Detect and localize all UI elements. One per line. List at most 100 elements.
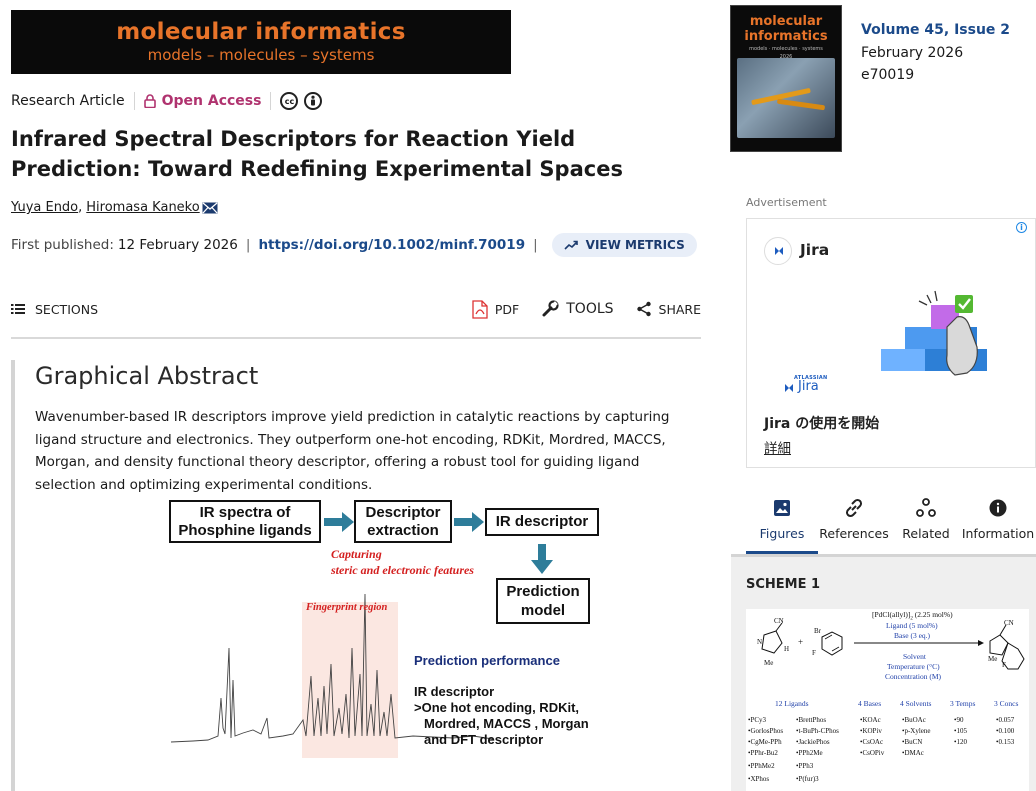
tab-references[interactable]: References: [818, 496, 890, 554]
pdf-label: PDF: [494, 301, 520, 317]
meta-divider: [270, 92, 272, 110]
graphical-abstract-heading: Graphical Abstract: [35, 362, 259, 390]
scheme-col-item: •0.153: [996, 738, 1015, 746]
fingerprint-region-label: Fingerprint region: [306, 602, 388, 613]
scheme-catalyst-sub: 2: [910, 616, 913, 622]
link-icon: [842, 496, 866, 520]
ad-illustration: [881, 290, 987, 376]
scheme-catalyst: [PdCl(allyl)]2 (2.25 mol%): [872, 610, 953, 622]
license-icons[interactable]: cc: [280, 92, 323, 110]
tab-related-label: Related: [902, 526, 950, 541]
cover-molecule: [776, 98, 826, 111]
scheme-br-label: Br: [814, 627, 821, 635]
ir-descriptor-box-label: IR descriptor: [495, 513, 589, 530]
ir-spectra-box-line2: Phosphine ligands: [178, 522, 312, 539]
scheme-col-item: •BuOAc: [902, 716, 926, 724]
perf-line: Mordred, MACCS , Morgan: [424, 716, 589, 731]
article-toolbar: SECTIONS PDF TOOLS SHARE: [11, 296, 701, 322]
scheme-col-item: •BuCN: [902, 738, 923, 746]
banner-subtitle: models – molecules – systems: [147, 46, 375, 64]
aryl-bromide-reactant: [821, 631, 843, 656]
scheme-col-item: •PPh2Me: [796, 749, 823, 757]
capturing-caption: Capturing steric and electronic features: [331, 546, 474, 578]
cc-icon: cc: [280, 92, 299, 110]
lock-open-icon: [143, 94, 156, 108]
atlassian-jira-wordmark: Jira: [798, 379, 819, 394]
image-icon: [770, 496, 794, 520]
scheme-col-head: 3 Concs: [994, 699, 1019, 708]
scheme-title: SCHEME 1: [746, 577, 821, 592]
scheme-col-item: •90: [954, 716, 964, 724]
view-metrics-label: VIEW METRICS: [585, 238, 685, 252]
graphical-abstract-figure[interactable]: IR spectra of Phosphine ligands Descript…: [153, 498, 603, 791]
tab-related[interactable]: Related: [890, 496, 962, 554]
author-link[interactable]: Hiromasa Kaneko: [86, 200, 200, 215]
descriptor-extraction-box: Descriptor extraction: [354, 500, 452, 543]
scheme-col-head: 4 Bases: [858, 699, 882, 708]
author-list: Yuya Endo , Hiromasa Kaneko: [11, 200, 218, 215]
scheme-col-item: •p-Xylene: [902, 727, 931, 735]
scheme-plus: +: [798, 637, 804, 647]
reaction-arrow: [854, 640, 984, 646]
issue-volume-link[interactable]: Volume 45, Issue 2: [861, 22, 1011, 38]
scheme-ligand: Ligand (5 mol%): [886, 621, 938, 630]
wrench-icon: [542, 300, 559, 317]
graphical-abstract-section: Graphical Abstract Wavenumber-based IR d…: [11, 360, 701, 791]
graphical-abstract-text: Wavenumber-based IR descriptors improve …: [35, 409, 670, 493]
tools-button[interactable]: TOOLS: [541, 300, 614, 318]
scheme-col-item: •KOPiv: [860, 727, 882, 735]
cover-title: molecular informatics: [731, 14, 841, 44]
scheme-col-item: •CgMe-PPh: [748, 738, 782, 746]
ad-info-icon[interactable]: i: [1016, 222, 1027, 233]
cover-subtitle: models · molecules · systems: [749, 46, 823, 52]
ir-spectrum-plot: [170, 593, 494, 758]
view-metrics-button[interactable]: VIEW METRICS: [551, 233, 697, 257]
ad-details-link[interactable]: 詳細: [764, 441, 791, 457]
scheme-h-label: H: [784, 645, 790, 653]
atlassian-wordmark: ATLASSIAN: [794, 375, 828, 381]
article-type: Research Article: [11, 93, 125, 109]
sidebar-tabs: Figures References Related Information: [746, 496, 1036, 554]
tab-information-label: Information: [961, 526, 1035, 541]
scheme-col-item: •0.100: [996, 727, 1015, 735]
scheme-me-label: Me: [764, 659, 774, 667]
trending-up-icon: [564, 240, 578, 250]
advertisement-banner[interactable]: i Jira ATLASSIAN Jira Jira の使用を開始 詳細: [746, 218, 1036, 468]
doi-link[interactable]: https://doi.org/10.1002/minf.70019: [258, 237, 526, 253]
sections-label: SECTIONS: [35, 301, 99, 317]
flow-arrow-down: [531, 544, 553, 574]
journal-cover-image[interactable]: molecular informatics models · molecules…: [730, 5, 842, 152]
scheme-col-item: •PPhMe2: [748, 762, 775, 770]
pdf-icon: [472, 299, 488, 319]
tools-label: TOOLS: [566, 301, 614, 317]
scheme-col-item: •P(fur)3: [796, 775, 819, 783]
ir-spectrum-trace: [170, 593, 494, 743]
tab-figures[interactable]: Figures: [746, 496, 818, 554]
issue-info: Volume 45, Issue 2 February 2026 e70019: [861, 19, 1010, 87]
scheme-col-item: •CsOPiv: [860, 749, 885, 757]
scheme-col-item: •t-BuPh-CPhos: [796, 727, 839, 735]
descriptor-box-line2: extraction: [367, 522, 439, 539]
mail-icon[interactable]: [202, 202, 218, 214]
scheme-figure[interactable]: CN N H Me + Br F [PdCl(allyl)]2 (2.25 mo…: [746, 609, 1029, 791]
attribution-icon: [304, 92, 323, 110]
scheme-col-head: 4 Solvents: [900, 699, 932, 708]
flow-arrow-right: [324, 512, 354, 532]
tab-references-label: References: [819, 526, 889, 541]
sections-button[interactable]: SECTIONS: [11, 302, 98, 317]
share-icon: [636, 301, 651, 317]
related-nodes-icon: [914, 496, 938, 520]
toolbar-divider: [11, 337, 701, 339]
author-link[interactable]: Yuya Endo: [11, 200, 79, 215]
ad-cta-text[interactable]: Jira の使用を開始: [764, 416, 880, 432]
scheme-col-item: •PPhr-Bu2: [748, 749, 778, 757]
cover-title-line1: molecular: [749, 14, 823, 29]
perf-line: and DFT descriptor: [424, 732, 544, 747]
article-meta-row: Research Article Open Access cc: [11, 92, 323, 110]
journal-banner[interactable]: molecular informatics models – molecules…: [11, 10, 511, 74]
scheme-concentration: Concentration (M): [885, 672, 942, 681]
pdf-button[interactable]: PDF: [472, 299, 520, 319]
share-button[interactable]: SHARE: [636, 301, 701, 317]
scheme-col-head: 3 Temps: [950, 699, 976, 708]
tab-information[interactable]: Information: [962, 496, 1034, 554]
